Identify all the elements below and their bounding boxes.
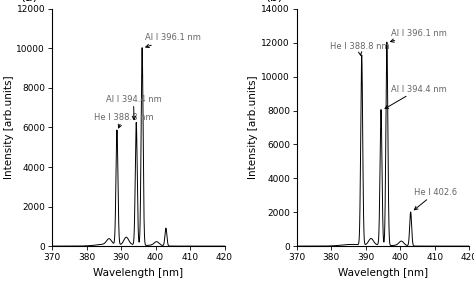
Text: He I 388.8 nm: He I 388.8 nm	[329, 42, 389, 55]
Text: Al I 396.1 nm: Al I 396.1 nm	[145, 33, 201, 47]
Text: Al I 396.1 nm: Al I 396.1 nm	[391, 29, 447, 42]
Text: He I 388.8 nm: He I 388.8 nm	[93, 113, 153, 128]
Text: (a): (a)	[21, 0, 38, 4]
Text: (b): (b)	[266, 0, 283, 4]
Y-axis label: Intensity [arb.units]: Intensity [arb.units]	[4, 76, 14, 179]
X-axis label: Wavelength [nm]: Wavelength [nm]	[93, 268, 183, 278]
Text: Al I 394.4 nm: Al I 394.4 nm	[385, 85, 447, 109]
X-axis label: Wavelength [nm]: Wavelength [nm]	[338, 268, 428, 278]
Text: Al I 394.4 nm: Al I 394.4 nm	[106, 95, 161, 120]
Text: He I 402.6: He I 402.6	[414, 188, 457, 210]
Y-axis label: Intensity [arb.units]: Intensity [arb.units]	[248, 76, 258, 179]
